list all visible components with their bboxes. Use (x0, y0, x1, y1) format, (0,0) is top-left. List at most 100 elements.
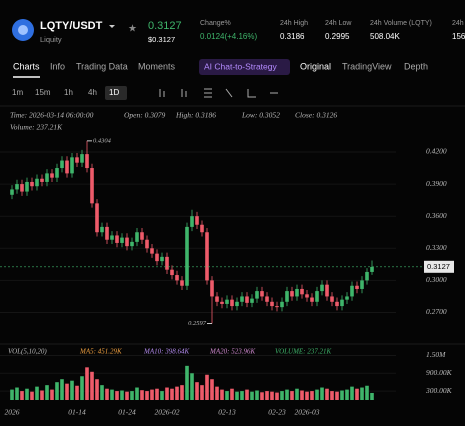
tab[interactable]: Moments (138, 61, 176, 71)
volume-bar (260, 392, 264, 400)
volume-bar (240, 391, 244, 400)
volume-bar (295, 388, 299, 400)
candle-body (260, 291, 264, 297)
tool-icon[interactable] (159, 89, 165, 97)
candle-body (20, 184, 24, 192)
volume-bar (145, 391, 149, 400)
candle-body (225, 299, 229, 304)
volume-bar (15, 387, 19, 400)
tab[interactable]: Trading Data (76, 61, 128, 71)
candle-body (15, 184, 19, 190)
volume-bar (300, 390, 304, 400)
candle-body (290, 291, 294, 297)
volume-bar (255, 390, 259, 400)
tab[interactable]: Info (50, 61, 65, 71)
volume-bar (75, 385, 79, 400)
y-tick-label: 0.2700 (426, 307, 447, 316)
tool-icon[interactable] (181, 89, 187, 97)
volume-tick-label: 300.00K (425, 386, 453, 395)
candle-body (55, 168, 59, 178)
ai-button[interactable]: AI Chat-to-Strategy (204, 61, 278, 71)
interval[interactable]: 15m (35, 88, 51, 97)
candle-body (90, 168, 94, 204)
stat-value: 0.0124(+4.16%) (200, 32, 257, 41)
price: 0.3127 (148, 20, 182, 32)
volume-bar (125, 391, 129, 400)
interval[interactable]: 1h (64, 88, 73, 97)
interval[interactable]: 4h (88, 88, 97, 97)
y-tick-label: 0.3900 (426, 179, 447, 188)
volume-legend: MA20: 523.96K (209, 348, 255, 356)
volume-bar (270, 391, 274, 400)
volume-bar (285, 389, 289, 400)
volume-bar (110, 389, 114, 400)
candle-body (360, 280, 364, 289)
stat-label: 24h Volume (LQTY) (370, 20, 432, 27)
candle-body (130, 241, 134, 247)
pair[interactable]: LQTY/USDT (40, 20, 103, 32)
view-tab[interactable]: TradingView (342, 61, 392, 71)
stat-value: 156 (452, 32, 465, 41)
candle-body (125, 237, 129, 247)
tab-active[interactable]: Charts (13, 61, 40, 71)
volume-bar (120, 390, 124, 400)
candle-body (265, 296, 269, 302)
volume-bar (160, 391, 164, 400)
volume-bar (215, 386, 219, 400)
volume-bar (180, 385, 184, 400)
volume-tick-label: 900.00K (426, 368, 453, 377)
candle-body (100, 226, 104, 233)
volume-bar (335, 391, 339, 400)
candle-body (280, 301, 284, 308)
volume-bar (90, 371, 94, 400)
volume-title: VOL(5,10,20) (8, 348, 47, 356)
tool-icon[interactable] (204, 88, 212, 98)
volume-bar (70, 380, 74, 400)
ai-button-bg[interactable] (199, 59, 290, 75)
candle-body (115, 235, 119, 243)
volume-bar (155, 388, 159, 400)
candle-body (65, 160, 69, 174)
x-tick-label: 02-13 (218, 408, 236, 417)
candle-body (330, 296, 334, 302)
favorite-star[interactable]: ★ (128, 24, 137, 35)
view-tab[interactable]: Depth (404, 61, 428, 71)
stat-value: 0.3186 (280, 32, 305, 41)
candle-body (150, 248, 154, 254)
candle-body (40, 178, 44, 182)
dropdown-arrow[interactable] (109, 25, 115, 28)
volume-bar (220, 389, 224, 400)
volume-info: Volume: 237.21K (10, 123, 63, 132)
candle-body (235, 301, 239, 307)
volume-legend: VOLUME: 237.21K (275, 348, 332, 356)
volume-bar (365, 385, 369, 400)
candle-body (200, 224, 204, 233)
tool-icon[interactable] (225, 88, 233, 98)
candle-body (165, 256, 169, 270)
ohlc-info: High: 0.3186 (175, 111, 216, 120)
volume-bar (190, 373, 194, 400)
x-tick-label: 02-23 (268, 408, 286, 417)
volume-bar (235, 391, 239, 400)
volume-bar (200, 385, 204, 400)
tool-icon[interactable] (247, 89, 256, 98)
price-usd: $0.3127 (148, 35, 175, 44)
candle-body (285, 291, 289, 302)
candle-body (120, 237, 124, 243)
view-tab[interactable]: Original (300, 61, 331, 71)
candle-body (50, 173, 54, 178)
candle-body (105, 226, 109, 240)
candle-body (80, 154, 84, 163)
volume-bar (135, 387, 139, 400)
candle-body (325, 284, 329, 297)
volume-bar (210, 379, 214, 400)
volume-tick-label: 1.50M (426, 350, 446, 359)
volume-legend: MA10: 398.64K (143, 348, 189, 356)
interval[interactable]: 1D (109, 88, 119, 97)
x-tick-label: 2026-03 (295, 408, 320, 417)
volume-bar (25, 388, 29, 400)
interval-active-bg[interactable] (105, 86, 127, 100)
interval[interactable]: 1m (12, 88, 23, 97)
candle-body (30, 181, 34, 187)
